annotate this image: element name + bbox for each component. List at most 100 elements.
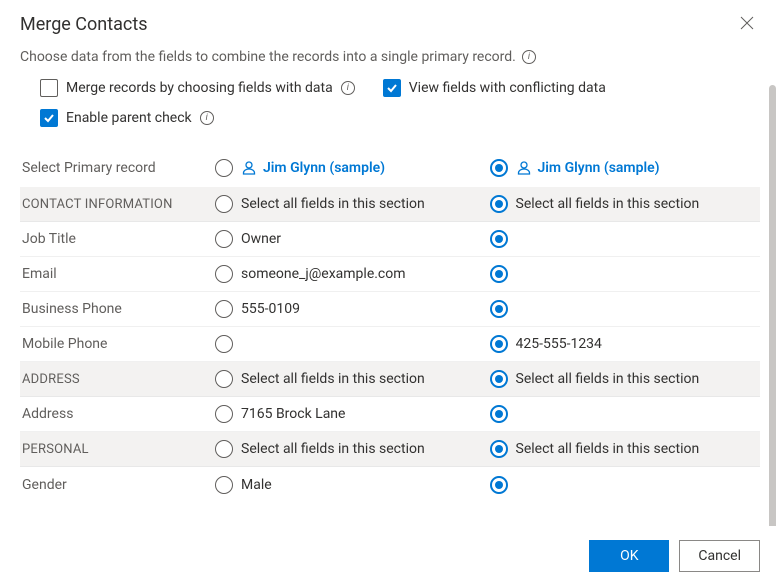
field-row: Job Title Owner (20, 222, 760, 257)
radio-a[interactable] (215, 230, 233, 248)
field-label: Address (20, 406, 215, 422)
radio-b[interactable] (490, 335, 508, 353)
section-all-label: Select all fields in this section (241, 371, 425, 387)
record-b-name: Jim Glynn (sample) (538, 160, 660, 176)
radio-a[interactable] (215, 300, 233, 318)
cancel-button[interactable]: Cancel (679, 540, 760, 572)
section-header: CONTACT INFORMATION Select all fields in… (20, 187, 760, 222)
checkbox-merge-by-data[interactable] (40, 79, 58, 97)
value-a: 555-0109 (241, 301, 300, 317)
radio-a[interactable] (215, 405, 233, 423)
field-b[interactable] (486, 265, 761, 283)
primary-record-a[interactable]: Jim Glynn (sample) (215, 159, 486, 177)
field-label: Business Phone (20, 301, 215, 317)
field-a[interactable] (215, 335, 486, 353)
radio-section-a[interactable] (215, 195, 233, 213)
checkbox-view-conflicting[interactable] (383, 79, 401, 97)
info-icon[interactable]: i (341, 81, 355, 95)
radio-primary-a[interactable] (215, 159, 233, 177)
radio-section-a[interactable] (215, 370, 233, 388)
field-b[interactable]: 425-555-1234 (486, 335, 761, 353)
field-row: Business Phone 555-0109 (20, 292, 760, 327)
section-select-all-b[interactable]: Select all fields in this section (486, 370, 761, 388)
field-row: Gender Male (20, 467, 760, 502)
radio-a[interactable] (215, 476, 233, 494)
primary-record-b[interactable]: Jim Glynn (sample) (486, 159, 761, 177)
subtitle-text: Choose data from the fields to combine t… (20, 49, 516, 65)
dialog-header: Merge Contacts (0, 0, 780, 41)
radio-a[interactable] (215, 335, 233, 353)
field-label: Email (20, 266, 215, 282)
value-a: Owner (241, 231, 281, 247)
section-title: PERSONAL (20, 442, 215, 457)
option-view-conflicting[interactable]: View fields with conflicting data (383, 79, 606, 97)
section-select-all-a[interactable]: Select all fields in this section (215, 370, 486, 388)
field-row: Address 7165 Brock Lane (20, 397, 760, 432)
field-b[interactable] (486, 405, 761, 423)
field-row: Email someone_j@example.com (20, 257, 760, 292)
record-name-a[interactable]: Jim Glynn (sample) (241, 160, 385, 176)
merge-grid: Select Primary record Jim Glynn (sample) (20, 149, 760, 502)
close-icon (740, 16, 754, 30)
value-b: 425-555-1234 (516, 336, 602, 352)
radio-b[interactable] (490, 230, 508, 248)
scrollbar[interactable] (769, 85, 776, 526)
section-title: ADDRESS (20, 372, 215, 387)
info-icon[interactable]: i (200, 111, 214, 125)
field-label: Gender (20, 477, 215, 493)
section-all-label: Select all fields in this section (516, 441, 700, 457)
radio-section-b[interactable] (490, 440, 508, 458)
ok-button[interactable]: OK (589, 540, 669, 572)
radio-section-a[interactable] (215, 440, 233, 458)
primary-label: Select Primary record (20, 160, 215, 176)
field-a[interactable]: 7165 Brock Lane (215, 405, 486, 423)
section-header: ADDRESS Select all fields in this sectio… (20, 362, 760, 397)
value-a: someone_j@example.com (241, 266, 406, 282)
section-select-all-b[interactable]: Select all fields in this section (486, 440, 761, 458)
field-a[interactable]: 555-0109 (215, 300, 486, 318)
radio-section-b[interactable] (490, 370, 508, 388)
radio-section-b[interactable] (490, 195, 508, 213)
primary-record-row: Select Primary record Jim Glynn (sample) (20, 149, 760, 187)
section-all-label: Select all fields in this section (516, 196, 700, 212)
radio-b[interactable] (490, 265, 508, 283)
radio-b[interactable] (490, 476, 508, 494)
field-label: Job Title (20, 231, 215, 247)
section-all-label: Select all fields in this section (516, 371, 700, 387)
field-a[interactable]: someone_j@example.com (215, 265, 486, 283)
dialog-title: Merge Contacts (20, 14, 148, 35)
option-merge-by-data[interactable]: Merge records by choosing fields with da… (40, 79, 355, 97)
close-button[interactable] (734, 14, 760, 35)
section-select-all-a[interactable]: Select all fields in this section (215, 440, 486, 458)
record-name-b[interactable]: Jim Glynn (sample) (516, 160, 660, 176)
contact-icon (516, 160, 532, 176)
field-row: Mobile Phone 425-555-1234 (20, 327, 760, 362)
info-icon[interactable]: i (522, 50, 536, 64)
checkbox-parent-check[interactable] (40, 109, 58, 127)
section-all-label: Select all fields in this section (241, 196, 425, 212)
section-title: CONTACT INFORMATION (20, 197, 215, 212)
dialog-footer: OK Cancel (0, 526, 780, 586)
field-b[interactable] (486, 476, 761, 494)
radio-b[interactable] (490, 300, 508, 318)
section-all-label: Select all fields in this section (241, 441, 425, 457)
record-a-name: Jim Glynn (sample) (263, 160, 385, 176)
radio-b[interactable] (490, 405, 508, 423)
option-parent-check[interactable]: Enable parent check i (40, 109, 214, 127)
radio-primary-b[interactable] (490, 159, 508, 177)
scroll-area: Choose data from the fields to combine t… (0, 41, 780, 526)
radio-a[interactable] (215, 265, 233, 283)
option-label: Enable parent check (66, 110, 192, 126)
field-label: Mobile Phone (20, 336, 215, 352)
section-select-all-b[interactable]: Select all fields in this section (486, 195, 761, 213)
field-b[interactable] (486, 300, 761, 318)
field-b[interactable] (486, 230, 761, 248)
options-row-1: Merge records by choosing fields with da… (20, 79, 760, 97)
field-a[interactable]: Male (215, 476, 486, 494)
value-a: 7165 Brock Lane (241, 406, 345, 422)
option-label: View fields with conflicting data (409, 80, 606, 96)
option-label: Merge records by choosing fields with da… (66, 80, 333, 96)
dialog-subtitle: Choose data from the fields to combine t… (20, 49, 760, 65)
section-select-all-a[interactable]: Select all fields in this section (215, 195, 486, 213)
field-a[interactable]: Owner (215, 230, 486, 248)
